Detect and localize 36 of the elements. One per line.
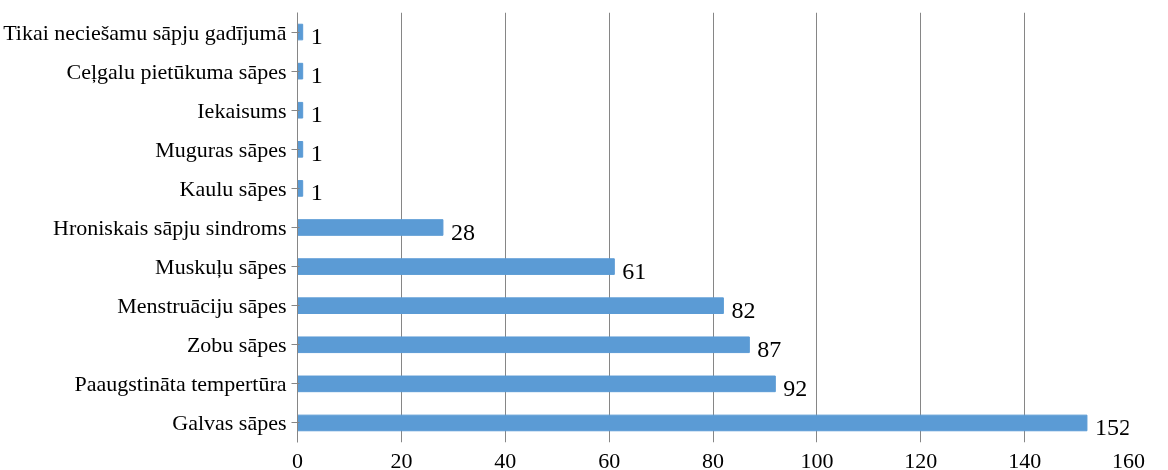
bar: [297, 336, 750, 354]
y-tick-label: Menstruāciju sāpes: [117, 293, 287, 319]
y-tick-label: Muskuļu sāpes: [155, 254, 287, 280]
bar: [297, 258, 615, 275]
bar: [297, 414, 1088, 432]
bar: [297, 375, 776, 393]
y-tick-label: Kaulu sāpes: [179, 175, 287, 201]
y-tick-label: Galvas sāpes: [172, 410, 287, 436]
data-label: 1: [310, 62, 323, 89]
x-tick-label: 140: [1008, 447, 1042, 470]
x-tick-label: 20: [390, 447, 413, 470]
y-tick-label: Hroniskais sāpju sindroms: [53, 215, 287, 240]
data-label: 87: [757, 335, 782, 362]
data-label: 1: [310, 179, 323, 206]
data-label: 28: [450, 218, 475, 245]
y-tick-label: Iekaisums: [197, 97, 287, 123]
y-tick-label: Tikai neciešamu sāpju gadījumā: [3, 19, 287, 45]
x-tick-label: 80: [702, 447, 724, 470]
y-tick-label: Muguras sāpes: [155, 136, 287, 162]
y-tick-label: Ceļgalu pietūkuma sāpes: [66, 58, 287, 84]
x-tick-label: 60: [598, 447, 621, 470]
data-label: 1: [310, 140, 323, 167]
data-label: 1: [310, 101, 323, 128]
data-label: 61: [622, 257, 647, 284]
data-label: 92: [783, 374, 808, 401]
x-tick-label: 160: [1112, 447, 1145, 470]
y-tick-label: Zobu sāpes: [186, 332, 287, 358]
x-tick-label: 100: [800, 447, 834, 470]
x-tick-label: 40: [494, 447, 517, 470]
x-tick-label: 120: [904, 447, 938, 470]
bar: [297, 219, 444, 236]
data-label: 82: [731, 296, 756, 323]
data-label: 1: [310, 23, 323, 50]
x-tick-label: 0: [292, 447, 303, 470]
y-tick-label: Paaugstināta tempertūra: [74, 371, 287, 397]
bar: [297, 297, 724, 314]
